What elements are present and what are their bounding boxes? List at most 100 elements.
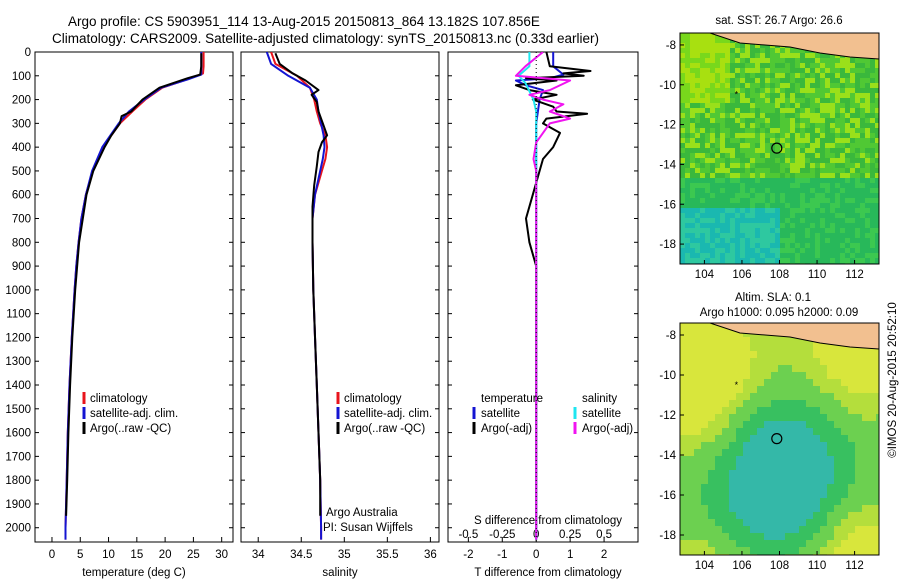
field-cell — [834, 351, 842, 359]
field-cell — [730, 163, 736, 169]
field-cell — [780, 208, 786, 214]
field-cell — [770, 83, 776, 89]
field-cell — [875, 168, 879, 174]
field-cell — [760, 143, 766, 149]
field-cell — [680, 168, 686, 174]
field-cell — [800, 148, 806, 154]
field-cell — [841, 491, 849, 499]
field-cell — [736, 512, 744, 520]
field-cell — [845, 58, 851, 64]
field-cell — [720, 103, 726, 109]
field-cell — [735, 188, 741, 194]
field-cell — [705, 98, 711, 104]
field-cell — [715, 78, 721, 84]
field-cell — [715, 470, 723, 478]
field-cell — [735, 153, 741, 159]
field-cell — [870, 253, 876, 259]
field-cell — [780, 48, 786, 54]
field-cell — [775, 228, 781, 234]
field-cell — [805, 258, 811, 264]
field-cell — [680, 68, 686, 74]
field-cell — [771, 428, 779, 436]
field-cell — [805, 103, 811, 109]
field-cell — [790, 208, 796, 214]
field-cell — [694, 337, 702, 345]
field-cell — [785, 213, 791, 219]
field-cell — [700, 63, 706, 69]
field-cell — [725, 73, 731, 79]
field-cell — [806, 498, 814, 506]
field-cell — [740, 53, 746, 59]
field-cell — [700, 48, 706, 54]
x-tick-label: 2 — [601, 549, 607, 561]
field-cell — [750, 337, 758, 345]
field-cell — [785, 540, 793, 548]
field-cell — [757, 365, 765, 373]
field-cell — [730, 208, 736, 214]
field-cell — [820, 168, 826, 174]
field-cell — [690, 168, 696, 174]
field-cell — [694, 484, 702, 492]
field-cell — [855, 173, 861, 179]
field-cell — [775, 68, 781, 74]
field-cell — [760, 233, 766, 239]
field-cell — [834, 505, 842, 513]
field-cell — [785, 470, 793, 478]
field-cell — [876, 519, 879, 527]
field-cell — [760, 253, 766, 259]
field-cell — [750, 393, 758, 401]
field-cell — [792, 351, 800, 359]
field-cell — [825, 208, 831, 214]
field-cell — [834, 491, 842, 499]
field-cell — [715, 133, 721, 139]
field-cell — [862, 414, 870, 422]
field-cell — [795, 88, 801, 94]
field-cell — [750, 178, 756, 184]
field-cell — [725, 188, 731, 194]
field-cell — [755, 123, 761, 129]
field-cell — [730, 108, 736, 114]
field-cell — [690, 103, 696, 109]
field-cell — [862, 491, 870, 499]
field-cell — [855, 407, 863, 415]
field-cell — [735, 63, 741, 69]
field-cell — [820, 463, 828, 471]
field-cell — [835, 193, 841, 199]
field-cell — [799, 442, 807, 450]
field-cell — [806, 484, 814, 492]
field-cell — [735, 148, 741, 154]
field-cell — [820, 414, 828, 422]
field-cell — [810, 128, 816, 134]
field-cell — [690, 123, 696, 129]
field-cell — [771, 512, 779, 520]
field-cell — [876, 414, 879, 422]
field-cell — [820, 113, 826, 119]
field-cell — [800, 168, 806, 174]
field-cell — [715, 208, 721, 214]
field-cell — [755, 228, 761, 234]
field-cell — [750, 53, 756, 59]
field-cell — [840, 98, 846, 104]
field-cell — [785, 123, 791, 129]
field-cell — [841, 533, 849, 541]
field-cell — [860, 253, 866, 259]
field-cell — [865, 58, 871, 64]
field-cell — [680, 143, 686, 149]
field-cell — [875, 68, 879, 74]
field-cell — [870, 123, 876, 129]
field-cell — [720, 63, 726, 69]
field-cell — [729, 379, 737, 387]
field-cell — [770, 183, 776, 189]
lat-tick-label: -18 — [659, 239, 676, 251]
field-cell — [855, 393, 863, 401]
field-cell — [775, 143, 781, 149]
field-cell — [736, 330, 744, 338]
field-cell — [760, 68, 766, 74]
field-cell — [848, 442, 856, 450]
field-cell — [757, 449, 765, 457]
field-cell — [690, 258, 696, 264]
field-cell — [730, 123, 736, 129]
field-cell — [860, 103, 866, 109]
field-cell — [825, 88, 831, 94]
field-cell — [780, 93, 786, 99]
